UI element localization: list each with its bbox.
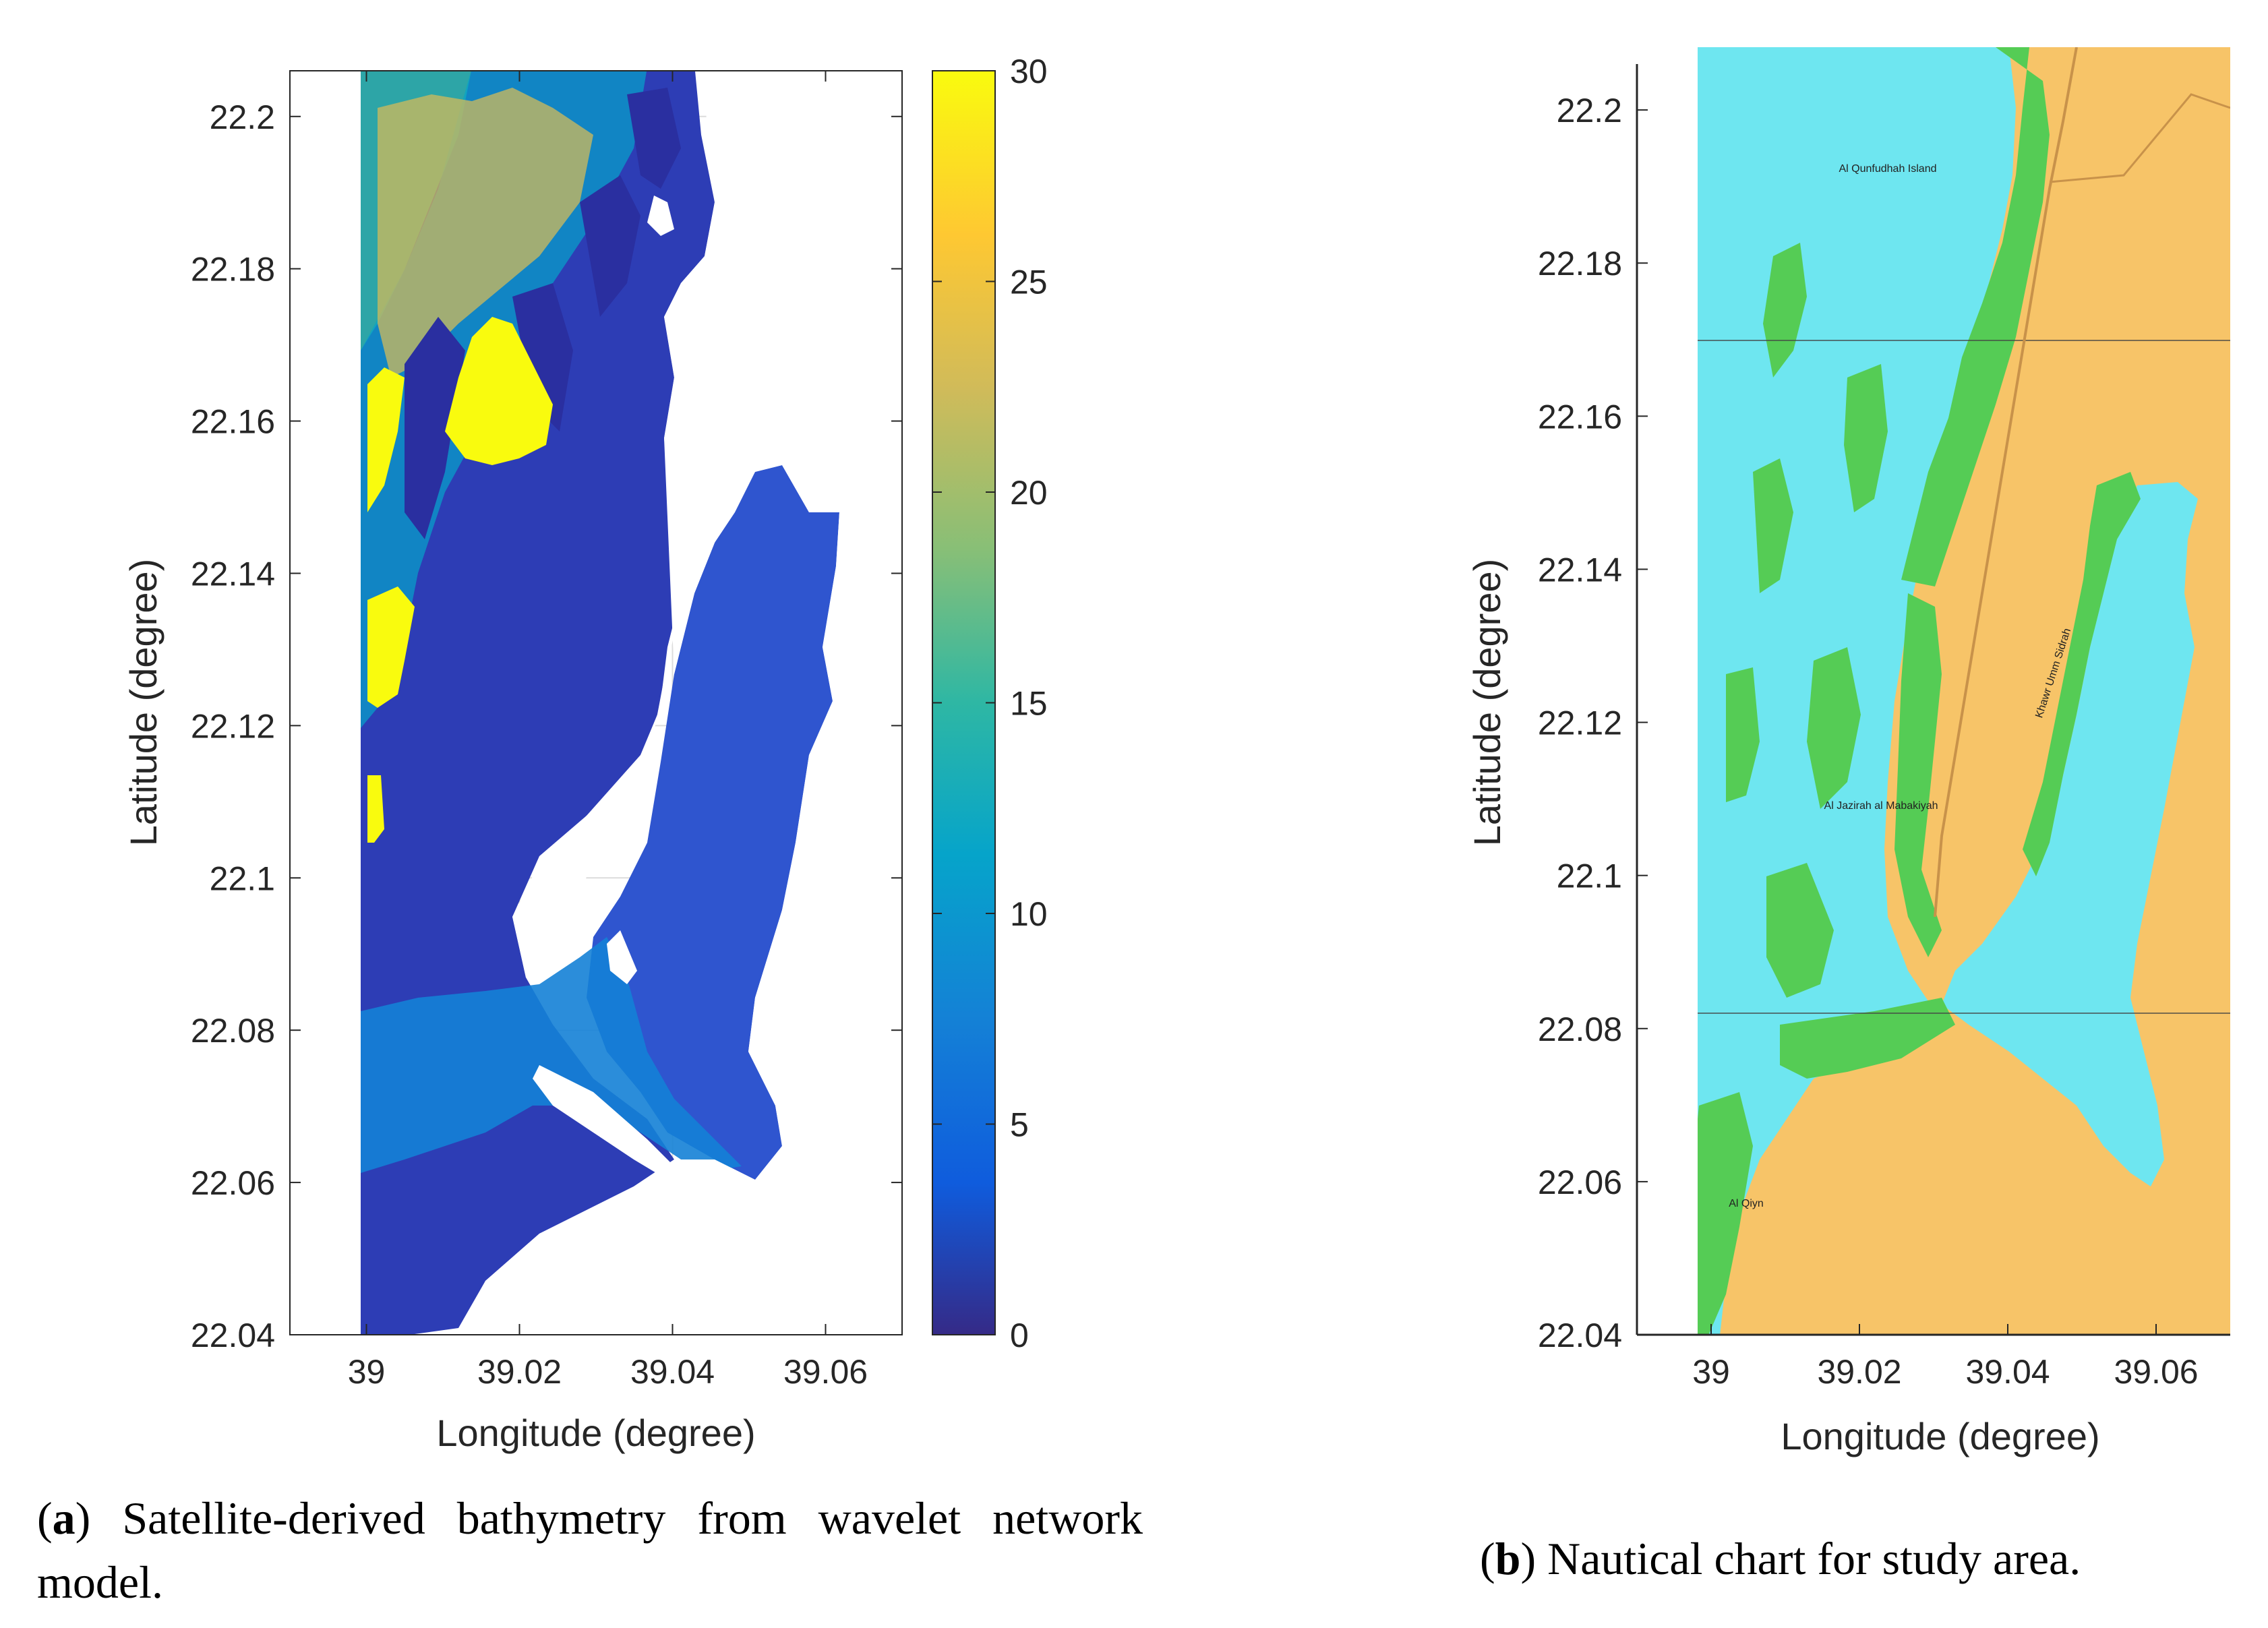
chart-blank-margin [1637, 47, 1698, 1335]
xtick-label-a: 39 [348, 1353, 386, 1391]
ytick-label-a: 22.04 [191, 1317, 275, 1354]
ytick-label-a: 22.18 [191, 251, 275, 289]
colorbar-tick-label: 20 [1010, 474, 1048, 512]
axes-box-a [289, 70, 903, 1335]
chart-reef-5 [1753, 458, 1793, 593]
caption-a: (a) Satellite-derived bathymetry from wa… [37, 1493, 1143, 1608]
caption-a-letter: a [52, 1493, 76, 1544]
panel-b: Al Qunfudhah Island Al Jazirah al Mabakiy… [1466, 47, 2230, 1457]
ticks-b: 39 39.02 39.04 39.06 22.04 22.06 22.08 22.1 22.1… [1538, 92, 2199, 1391]
chart-road [1934, 47, 2078, 917]
colorbar-tick-label: 5 [1010, 1106, 1029, 1144]
channel-south [361, 937, 742, 1173]
chart-road-2 [2049, 93, 2230, 183]
ytick-label-b: 22.12 [1538, 704, 1622, 742]
ridge-3 [580, 175, 640, 317]
ytick-label-b: 22.16 [1538, 398, 1622, 435]
reef-flat-3 [367, 586, 415, 708]
ytick-label-a: 22.16 [191, 403, 275, 441]
xtick-label-b: 39.04 [1965, 1353, 2050, 1391]
ytick-label-b: 22.08 [1538, 1011, 1622, 1048]
xtick-label-b: 39.02 [1817, 1353, 1901, 1391]
caption-b-letter: b [1495, 1533, 1521, 1584]
chart-place-label: Al Qiyn [1729, 1198, 1764, 1209]
chart-reef-4 [1844, 364, 1888, 512]
caption-b: (b) Nautical chart for study area. [1480, 1533, 2081, 1584]
ytick-label-b: 22.18 [1538, 245, 1622, 282]
xtick-label-b: 39.06 [2114, 1353, 2198, 1391]
ytick-label-a: 22.12 [191, 707, 275, 745]
lagoon-east [587, 465, 839, 1180]
chart-place-label: Al Jazirah al Mabakiyah [1824, 800, 1938, 812]
ytick-label-a: 22.06 [191, 1164, 275, 1202]
colorbar-tick-label: 10 [1010, 895, 1048, 933]
nodata-left [290, 71, 361, 1335]
chart-lagoon [1942, 482, 2198, 1186]
ylabel-a: Latitude (degree) [122, 559, 165, 847]
reef-flat-2 [367, 367, 405, 512]
land-gap-3 [607, 930, 637, 984]
ytick-label-a: 22.2 [210, 98, 275, 136]
panel-a: 39 39.02 39.04 39.06 22.04 22.06 22.08 22.1 22.1… [122, 53, 1048, 1454]
chart-reef-6 [1807, 647, 1861, 809]
ytick-label-a: 22.08 [191, 1012, 275, 1050]
colorbar-tick-label: 15 [1010, 685, 1048, 723]
ridge-1 [405, 317, 465, 539]
chart-reef-1 [1901, 47, 2050, 586]
ytick-label-a: 22.1 [210, 860, 275, 897]
ridge-4 [627, 88, 681, 189]
ridge-2 [512, 283, 573, 431]
colorbar-tick-label: 0 [1010, 1317, 1029, 1354]
ytick-label-b: 22.04 [1538, 1317, 1622, 1354]
caption-a-text: Satellite-derived bathymetry from wavele… [37, 1493, 1143, 1608]
reef-flat-1 [445, 317, 553, 465]
land-gap-2 [512, 472, 755, 977]
chart-reef-3 [1763, 243, 1807, 378]
land-gap-1 [647, 195, 674, 236]
xtick-label-a: 39.06 [783, 1353, 868, 1391]
nautical-chart-map [1637, 47, 2230, 1335]
ytick-label-b: 22.1 [1557, 857, 1622, 895]
reef-flat-4 [367, 775, 384, 843]
caption-b-text: Nautical chart for study area. [1547, 1533, 2081, 1584]
chart-reef-2 [1894, 593, 1942, 957]
xtick-label-b: 39 [1692, 1353, 1730, 1391]
land-gap-4 [533, 1065, 674, 1180]
chart-reef-8 [1766, 863, 1834, 998]
reef-tan [378, 88, 593, 378]
chart-reef-11 [2023, 472, 2141, 876]
chart-reef-9 [1698, 1092, 1753, 1335]
xtick-label-a: 39.04 [630, 1353, 715, 1391]
colorbar-tick-label: 25 [1010, 264, 1048, 301]
ytick-label-a: 22.14 [191, 555, 275, 593]
ticks-a: 39 39.02 39.04 39.06 22.04 22.06 22.08 22.1 22.1… [191, 71, 902, 1391]
ytick-label-b: 22.2 [1557, 92, 1622, 129]
bathymetry-map [290, 71, 902, 1335]
xtick-label-a: 39.02 [477, 1353, 562, 1391]
nodata-east [461, 71, 902, 1335]
xlabel-b: Longitude (degree) [1781, 1415, 2099, 1457]
colorbar-ticks: 0 5 10 15 20 25 30 [932, 53, 1048, 1354]
colorbar-tick-label: 30 [1010, 53, 1048, 90]
ylabel-b: Latitude (degree) [1466, 559, 1508, 847]
chart-place-label: Al Qunfudhah Island [1839, 163, 1937, 175]
ytick-label-b: 22.14 [1538, 551, 1622, 589]
chart-reef-10 [1780, 998, 1955, 1079]
ytick-label-b: 22.06 [1538, 1164, 1622, 1201]
xlabel-a: Longitude (degree) [436, 1412, 755, 1454]
chart-reef-7 [1726, 667, 1760, 802]
